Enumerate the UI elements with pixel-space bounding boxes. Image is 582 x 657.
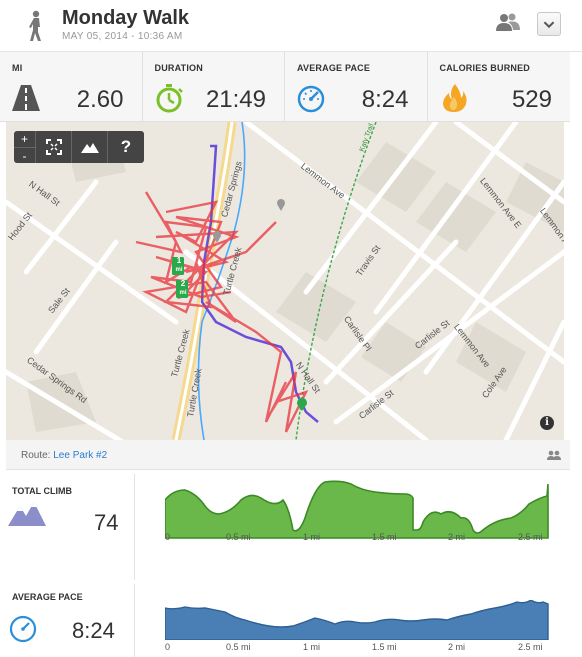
route-users-icon[interactable] bbox=[546, 449, 562, 461]
panel-label: TOTAL CLIMB bbox=[12, 486, 72, 496]
stat-label: AVERAGE PACE bbox=[297, 63, 371, 73]
stat-label: CALORIES BURNED bbox=[439, 63, 531, 73]
friends-icon[interactable] bbox=[494, 11, 522, 35]
page-title: Monday Walk bbox=[62, 7, 190, 29]
zoom-in-button[interactable]: + bbox=[20, 132, 28, 146]
fullscreen-button[interactable] bbox=[36, 131, 72, 163]
pace-panel: AVERAGE PACE 8:24 0 0.5 mi 1 mi 1.5 mi 2… bbox=[0, 580, 570, 657]
mile-marker-unit: mi bbox=[175, 267, 183, 273]
divider bbox=[134, 474, 135, 580]
stopwatch-icon bbox=[156, 84, 183, 113]
axis-tick: 0.5 mi bbox=[226, 532, 251, 542]
stat-value: 529 bbox=[511, 86, 552, 113]
axis-tick: 2 mi bbox=[448, 642, 466, 652]
axis-tick: 0 bbox=[165, 532, 171, 542]
map-canvas[interactable] bbox=[6, 122, 564, 440]
axis-tick: 1 mi bbox=[303, 642, 321, 652]
stat-distance: MI 2.60 bbox=[0, 52, 143, 122]
stat-pace: AVERAGE PACE 8:24 bbox=[285, 52, 428, 122]
zoom-controls: + - bbox=[14, 131, 36, 163]
panel-label: AVERAGE PACE bbox=[12, 592, 83, 602]
stats-bar: MI 2.60 DURATION 21:49 AVERAGE PACE 8:24… bbox=[0, 52, 570, 122]
axis-tick: 2.5 mi bbox=[518, 642, 543, 652]
activity-header: Monday Walk MAY 05, 2014 - 10:36 AM bbox=[0, 0, 582, 52]
map-controls: + - ? bbox=[14, 131, 144, 163]
mile-marker-number: 2 bbox=[180, 279, 186, 288]
stat-value: 2.60 bbox=[76, 86, 124, 113]
speedometer-icon bbox=[9, 615, 37, 643]
mile-marker-unit: mi bbox=[179, 290, 187, 296]
mountains-icon bbox=[8, 502, 46, 526]
stat-label: MI bbox=[12, 63, 23, 73]
help-button[interactable]: ? bbox=[120, 137, 132, 156]
road-icon bbox=[12, 85, 40, 111]
mile-marker-1[interactable]: 1 mi bbox=[174, 257, 184, 274]
axis-tick: 0.5 mi bbox=[226, 642, 251, 652]
route-bar: Route: Lee Park #2 bbox=[6, 440, 570, 470]
elevation-graph[interactable] bbox=[165, 478, 550, 540]
axis-tick: 1.5 mi bbox=[372, 642, 397, 652]
options-dropdown-button[interactable] bbox=[537, 12, 561, 36]
axis-tick: 0 bbox=[165, 642, 171, 652]
stat-duration: DURATION 21:49 bbox=[143, 52, 285, 122]
route-prefix: Route: bbox=[21, 450, 51, 461]
mile-marker-2[interactable]: 2 mi bbox=[178, 280, 188, 297]
activity-date: MAY 05, 2014 - 10:36 AM bbox=[62, 31, 183, 42]
axis-tick: 2.5 mi bbox=[518, 532, 543, 542]
speedometer-icon bbox=[297, 85, 325, 113]
flame-icon bbox=[442, 84, 467, 112]
divider bbox=[134, 584, 135, 657]
route-map[interactable]: 1 mi 2 mi N Hall St Hood St Sale St Ceda… bbox=[6, 122, 564, 440]
axis-tick: 1.5 mi bbox=[372, 532, 397, 542]
zoom-out-button[interactable]: - bbox=[14, 147, 35, 163]
pace-value: 8:24 bbox=[72, 618, 115, 643]
elevation-panel: TOTAL CLIMB 74 0 0.5 mi 1 mi 1.5 mi 2 mi… bbox=[0, 470, 570, 580]
route-link[interactable]: Lee Park #2 bbox=[53, 450, 108, 461]
stat-calories: CALORIES BURNED 529 bbox=[428, 52, 571, 122]
climb-value: 74 bbox=[94, 510, 119, 535]
axis-tick: 2 mi bbox=[448, 532, 466, 542]
stat-value: 8:24 bbox=[361, 86, 409, 113]
terrain-button[interactable] bbox=[72, 131, 108, 163]
axis-tick: 1 mi bbox=[303, 532, 321, 542]
mile-marker-number: 1 bbox=[176, 256, 182, 265]
pace-graph[interactable] bbox=[165, 600, 550, 640]
chevron-down-icon bbox=[543, 21, 555, 29]
mountain-icon bbox=[80, 143, 99, 153]
walker-icon bbox=[29, 10, 41, 41]
route-label: Route: Lee Park #2 bbox=[21, 450, 107, 461]
fullscreen-icon bbox=[45, 139, 62, 155]
stat-value: 21:49 bbox=[205, 86, 266, 113]
stat-label: DURATION bbox=[154, 63, 203, 73]
info-icon[interactable]: i bbox=[540, 416, 554, 430]
